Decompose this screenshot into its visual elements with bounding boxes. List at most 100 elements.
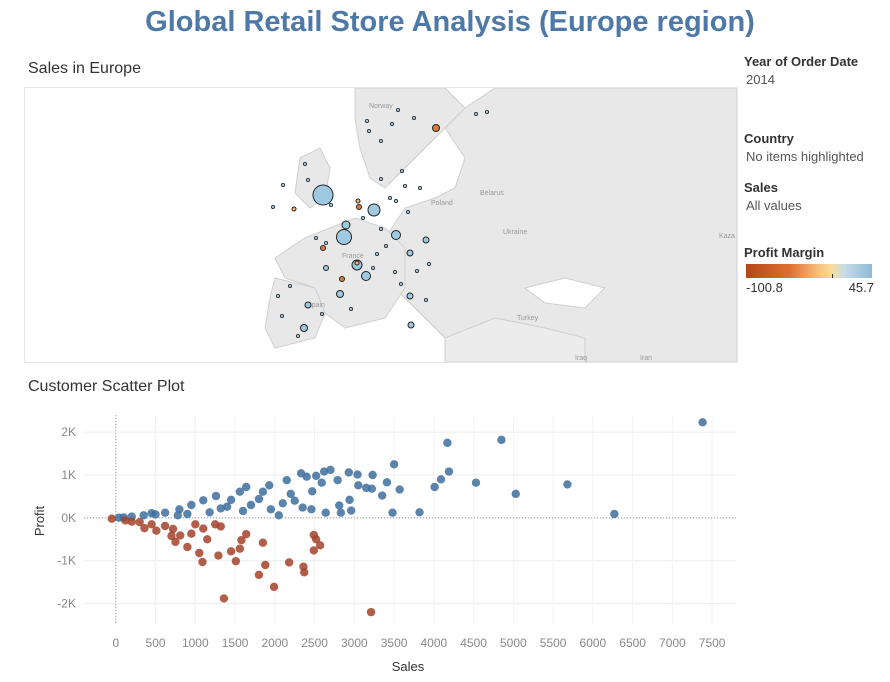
sales-dots[interactable] [270,107,489,338]
scatter-point[interactable] [300,568,309,577]
scatter-point[interactable] [237,535,246,545]
scatter-point[interactable] [286,489,295,499]
sales-bubble[interactable] [406,292,414,300]
sales-bubble[interactable] [336,229,352,245]
map-canvas[interactable]: Norway Belarus Poland Ukraine France Spa… [25,88,737,362]
scatter-point[interactable] [377,491,387,500]
scatter-point[interactable] [296,469,306,478]
year-filter[interactable]: Year of Order Date 2014 [744,54,884,87]
scatter-point[interactable] [246,500,256,510]
scatter-point[interactable] [107,514,117,523]
scatter-point[interactable] [238,506,248,516]
scatter-point[interactable] [315,541,325,550]
scatter-point[interactable] [443,438,452,448]
sales-bubble-negative[interactable] [354,260,360,266]
scatter-point[interactable] [610,509,619,519]
scatter-point[interactable] [254,494,264,504]
scatter-point[interactable] [309,546,318,555]
scatter-point[interactable] [261,560,270,570]
scatter-point[interactable] [345,495,354,505]
sales-bubble-negative[interactable] [320,245,326,251]
scatter-point[interactable] [317,478,326,487]
scatter-points[interactable] [107,418,707,617]
sales-bubble-negative[interactable] [355,198,361,204]
scatter-point[interactable] [308,487,317,496]
scatter-point[interactable] [415,508,424,517]
scatter-point[interactable] [290,496,299,505]
scatter-point[interactable] [183,509,192,519]
scatter-point[interactable] [226,495,236,505]
scatter-point[interactable] [362,483,371,493]
sales-bubble-negative[interactable] [291,206,297,212]
scatter-point[interactable] [307,505,316,514]
sales-bubble[interactable] [300,324,308,332]
scatter-point[interactable] [226,547,236,556]
sales-bubble[interactable] [323,265,329,271]
scatter-point[interactable] [298,503,307,512]
sales-bubble[interactable] [341,220,351,230]
scatter-point[interactable] [282,475,291,485]
scatter-point[interactable] [114,513,124,522]
scatter-point[interactable] [235,487,245,496]
scatter-point[interactable] [497,435,506,445]
scatter-point[interactable] [160,508,170,517]
country-filter-value[interactable]: No items highlighted [746,149,864,164]
scatter-point[interactable] [368,470,377,480]
scatter-point[interactable] [127,517,136,526]
scatter-point[interactable] [222,502,232,511]
scatter-point[interactable] [187,500,196,510]
scatter-point[interactable] [183,542,192,552]
scatter-point[interactable] [214,551,223,560]
sales-bubbles[interactable] [291,124,440,332]
scatter-point[interactable] [278,499,287,508]
scatter-point[interactable] [231,556,241,566]
scatter-point[interactable] [444,467,454,476]
scatter-point[interactable] [216,522,225,531]
sales-bubble-negative[interactable] [356,204,362,210]
scatter-point[interactable] [168,524,178,534]
scatter-point[interactable] [311,471,321,481]
europe-map[interactable]: Norway Belarus Poland Ukraine France Spa… [24,87,738,363]
sales-bubble[interactable] [336,290,344,298]
scatter-point[interactable] [147,508,156,518]
scatter-point[interactable] [395,485,404,494]
sales-bubble[interactable] [422,236,430,244]
sales-filter[interactable]: Sales All values [744,180,884,213]
scatter-point[interactable] [471,478,481,487]
scatter-point[interactable] [430,482,439,492]
sales-bubble-negative[interactable] [432,124,440,132]
scatter-point[interactable] [167,531,176,541]
scatter-point[interactable] [266,505,276,514]
scatter-point[interactable] [274,511,284,520]
sales-bubble[interactable] [304,301,312,309]
scatter-point[interactable] [199,524,208,533]
scatter-point[interactable] [160,521,170,531]
scatter-point[interactable] [171,537,180,547]
scatter-point[interactable] [389,460,399,469]
scatter-point[interactable] [319,467,329,476]
scatter-point[interactable] [258,538,268,547]
scatter-point[interactable] [346,506,356,515]
scatter-point[interactable] [698,418,707,427]
scatter-point[interactable] [269,582,279,592]
country-filter[interactable]: Country No items highlighted [744,131,884,164]
scatter-point[interactable] [336,508,346,517]
scatter-point[interactable] [335,501,344,510]
scatter-point[interactable] [354,481,363,490]
scatter-point[interactable] [198,557,207,567]
scatter-point[interactable] [242,529,251,539]
scatter-point[interactable] [436,475,446,484]
year-filter-value[interactable]: 2014 [746,72,775,87]
scatter-point[interactable] [382,478,392,487]
scatter-point[interactable] [203,535,212,544]
sales-bubble[interactable] [361,271,371,281]
scatter-point[interactable] [388,508,397,517]
scatter-point[interactable] [121,516,130,525]
scatter-point[interactable] [135,517,144,527]
scatter-point[interactable] [176,531,185,540]
scatter-point[interactable] [235,544,245,553]
sales-bubble[interactable] [406,249,414,257]
scatter-point[interactable] [140,523,149,533]
scatter-point[interactable] [205,508,214,517]
scatter-point[interactable] [326,465,335,475]
